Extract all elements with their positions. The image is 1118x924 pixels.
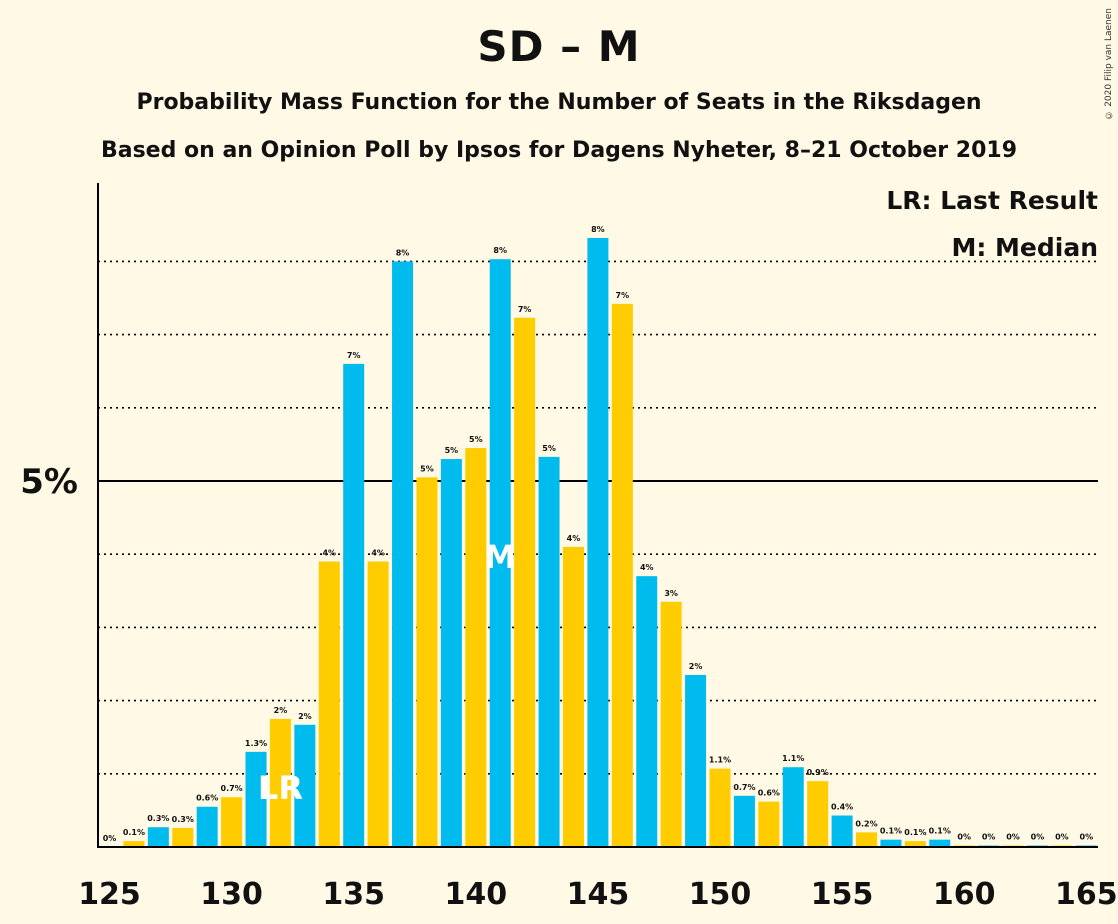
bar-133 [294,724,316,847]
bar-135 [343,363,365,847]
x-tick-label-140: 140 [444,877,507,912]
bar-156 [856,832,878,847]
x-tick-label-130: 130 [200,877,263,912]
bar-label-146: 7% [616,291,630,300]
bar-label-155: 0.4% [831,803,853,812]
bar-155 [831,815,853,847]
bar-label-142: 7% [518,305,532,314]
x-tick-label-135: 135 [322,877,385,912]
x-tick-label-160: 160 [933,877,996,912]
bar-136 [367,561,389,847]
bar-149 [685,674,707,847]
bar-label-141: 8% [493,246,507,255]
bar-label-140: 5% [469,435,483,444]
median-marker: M [484,538,516,576]
legend-last-result: LR: Last Result [886,186,1098,215]
bar-132 [269,718,291,847]
bar-label-128: 0.3% [172,815,194,824]
bar-150 [709,768,731,847]
bar-127 [147,827,169,847]
bar-label-154: 0.9% [807,768,829,777]
bar-label-147: 4% [640,563,654,572]
y-tick-label: 5% [20,462,78,502]
bar-145 [587,237,609,847]
bar-151 [733,795,755,847]
bar-label-134: 4% [322,549,336,558]
bar-label-136: 4% [371,549,385,558]
bar-129 [196,806,218,847]
last-result-marker: LR [258,769,303,807]
x-tick-label-165: 165 [1055,877,1118,912]
bar-label-126: 0.1% [123,828,145,837]
bar-152 [758,801,780,847]
bar-label-161: 0% [982,833,996,842]
bar-label-143: 5% [542,444,556,453]
bar-label-165: 0% [1080,833,1094,842]
bar-label-157: 0.1% [880,827,902,836]
bar-label-162: 0% [1006,833,1020,842]
bar-label-159: 0.1% [929,827,951,836]
bar-label-139: 5% [445,446,459,455]
bar-147 [636,576,658,847]
bar-label-160: 0% [957,833,971,842]
bar-label-132: 2% [274,706,288,715]
bar-148 [660,601,682,847]
bar-label-137: 8% [396,248,410,257]
bar-label-158: 0.1% [904,828,926,837]
bar-137 [392,261,414,847]
bar-label-153: 1.1% [782,754,804,763]
bar-126 [123,841,145,847]
bar-label-131: 1.3% [245,739,267,748]
bar-134 [318,561,340,847]
bar-label-125: 0% [103,834,117,843]
bar-142 [514,317,536,847]
bar-label-144: 4% [567,534,581,543]
chart-subtitle-2: Based on an Opinion Poll by Ipsos for Da… [100,138,1018,163]
bar-158 [904,841,926,847]
bar-label-133: 2% [298,712,312,721]
bar-140 [465,448,487,847]
chart-subtitle-1: Probability Mass Function for the Number… [136,90,982,115]
bar-label-127: 0.3% [147,814,169,823]
bar-159 [929,839,951,847]
bar-label-150: 1.1% [709,756,731,765]
bar-131 [245,751,267,847]
bar-label-129: 0.6% [196,794,218,803]
bar-146 [611,303,633,848]
bar-label-130: 0.7% [221,784,243,793]
bar-144 [562,546,584,847]
bar-153 [782,767,804,847]
bar-143 [538,456,560,847]
x-tick-label-145: 145 [567,877,630,912]
bar-label-148: 3% [664,589,678,598]
bar-label-135: 7% [347,351,361,360]
bar-141 [489,259,511,848]
bar-label-151: 0.7% [733,783,755,792]
x-tick-label-155: 155 [811,877,874,912]
bar-157 [880,839,902,847]
bar-label-145: 8% [591,225,605,234]
bar-label-156: 0.2% [855,819,877,828]
bar-139 [440,459,462,847]
x-tick-label-125: 125 [78,877,141,912]
legend-median: M: Median [951,233,1098,262]
x-tick-label-150: 150 [689,877,752,912]
chart-title: SD – M [477,22,641,71]
bar-label-149: 2% [689,662,703,671]
bar-label-164: 0% [1055,833,1069,842]
bar-label-138: 5% [420,464,434,473]
bar-label-163: 0% [1031,833,1045,842]
bar-label-152: 0.6% [758,789,780,798]
bar-138 [416,477,438,847]
bar-130 [221,797,243,847]
bar-154 [807,781,829,847]
bar-128 [172,827,194,847]
